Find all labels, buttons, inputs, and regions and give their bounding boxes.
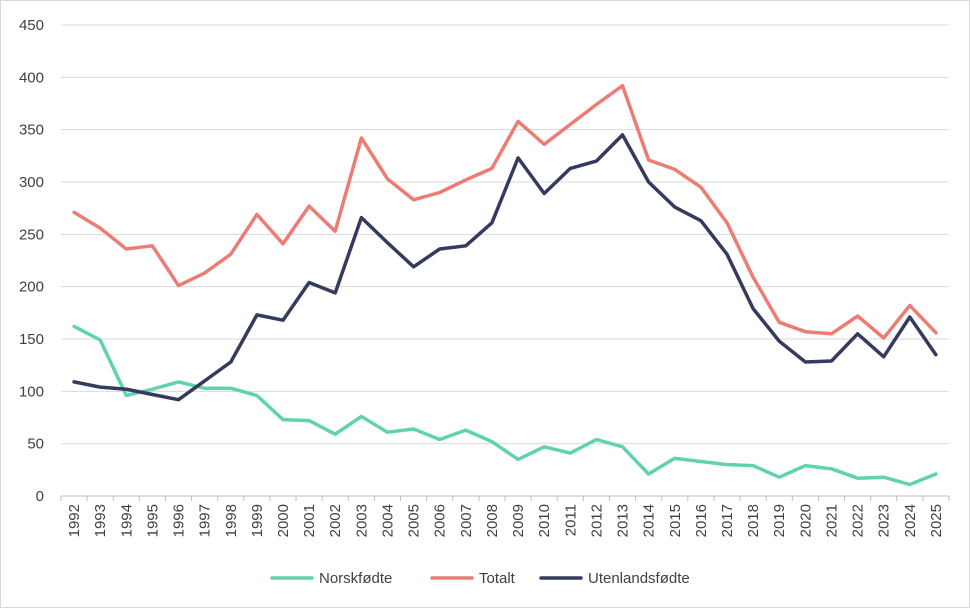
x-tick-label: 2004 [379,504,396,537]
x-tick-label: 2015 [667,504,684,537]
legend-label: Totalt [479,570,516,587]
x-tick-label: 2002 [327,504,344,537]
series-line-utenlandsfødte [72,133,938,402]
gridlines [61,24,949,497]
x-tick-label: 2006 [432,504,449,537]
x-tick-label: 2012 [588,504,605,537]
x-tick-label: 2016 [693,504,710,537]
x-tick-label: 1992 [66,504,83,537]
x-tick-label: 2013 [615,504,632,537]
x-tick-label: 2009 [510,504,527,537]
y-tick-label: 400 [19,69,44,86]
x-axis-ticks: 1992 1993 1994 1995 1996 1997 1998 1999 2000 2001… [60,496,950,537]
x-tick-label: 1995 [144,504,161,537]
y-tick-label: 200 [19,279,44,296]
x-tick-label: 2018 [745,504,762,537]
x-tick-label: 2001 [301,504,318,537]
x-tick-label: 2023 [876,504,893,537]
x-tick-label: 1997 [197,504,214,537]
x-tick-label: 2008 [484,504,501,537]
x-tick-label: 2014 [641,504,658,537]
x-tick-label: 2000 [275,504,292,537]
y-tick-label: 300 [19,174,44,191]
x-tick-label: 2025 [928,504,945,537]
x-tick-label: 2021 [823,504,840,537]
y-tick-label: 350 [19,122,44,139]
x-tick-label: 1994 [118,504,135,537]
y-axis-ticks: 0 50 100 150 200 250 300 350 400 450 [19,17,44,505]
x-tick-label: 2020 [797,504,814,537]
x-tick-label: 1996 [171,504,188,537]
x-tick-label: 1993 [92,504,109,537]
x-tick-label: 2010 [536,504,553,537]
y-tick-label: 100 [19,383,44,400]
series-line-norskfødte [72,324,938,487]
x-tick-label: 2024 [902,504,919,537]
y-tick-label: 450 [19,17,44,34]
x-tick-label: 2003 [353,504,370,537]
series-line-totalt [72,83,938,340]
y-tick-label: 150 [19,331,44,348]
y-tick-label: 250 [19,226,44,243]
legend-label: Norskfødte [319,570,392,587]
x-tick-label: 2022 [850,504,867,537]
series-lines [72,83,938,487]
x-tick-label: 2011 [562,504,579,536]
x-tick-label: 2019 [771,504,788,537]
legend-label: Utenlandsfødte [588,570,690,587]
y-tick-label: 0 [36,488,44,505]
x-tick-label: 2017 [719,504,736,537]
x-tick-label: 1998 [223,504,240,537]
legend: Norskfødte Totalt Utenlandsfødte [270,570,690,587]
x-tick-label: 2005 [406,504,423,537]
x-tick-label: 1999 [249,504,266,537]
y-tick-label: 50 [27,436,44,453]
x-tick-label: 2007 [458,504,475,537]
